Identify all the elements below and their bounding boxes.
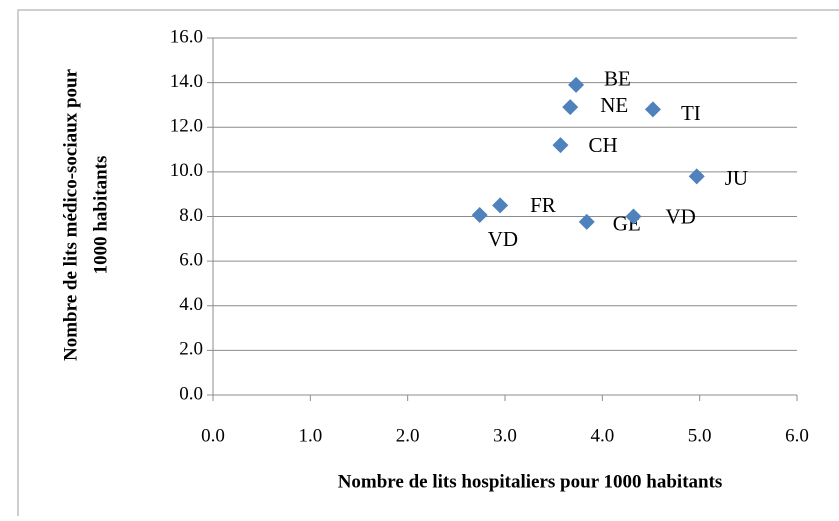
x-axis-title: Nombre de lits hospitaliers pour 1000 ha… [338, 471, 723, 492]
x-tick-label: 3.0 [493, 425, 517, 446]
y-tick-label: 6.0 [179, 249, 203, 270]
y-axis-title-line: Nombre de lits médico-sociaux pour [60, 68, 81, 361]
point-label: BE [604, 67, 631, 91]
point-label: VD [665, 204, 695, 228]
chart-frame [17, 9, 839, 516]
data-point [552, 137, 569, 154]
point-label: VD [488, 227, 518, 251]
x-tick-label: 6.0 [785, 425, 809, 446]
point-label: TI [681, 101, 701, 125]
point-label: JU [725, 166, 748, 190]
data-point [492, 197, 509, 214]
y-tick-label: 2.0 [179, 339, 203, 360]
x-tick-label: 4.0 [590, 425, 614, 446]
y-tick-label: 8.0 [179, 205, 203, 226]
y-tick-label: 10.0 [170, 160, 203, 181]
y-tick-label: 14.0 [170, 71, 203, 92]
data-point [578, 213, 595, 230]
data-point [471, 206, 488, 223]
y-tick-label: 12.0 [170, 116, 203, 137]
x-tick-label: 0.0 [201, 425, 225, 446]
data-point [562, 99, 579, 116]
y-tick-label: 16.0 [170, 26, 203, 47]
y-axis-title: Nombre de lits médico-sociaux pour 1000 … [60, 68, 111, 361]
point-label: NE [600, 93, 628, 117]
y-tick-label: 0.0 [179, 383, 203, 404]
data-point [644, 101, 661, 118]
y-axis-title-line: 1000 habitants [90, 156, 111, 275]
x-tick-label: 1.0 [298, 425, 322, 446]
x-tick-label: 5.0 [688, 425, 712, 446]
y-tick-label: 4.0 [179, 294, 203, 315]
point-label: FR [530, 193, 556, 217]
x-tick-label: 2.0 [396, 425, 420, 446]
data-point [568, 76, 585, 93]
data-point [625, 208, 642, 225]
point-label: CH [588, 133, 617, 157]
data-point [688, 168, 705, 185]
